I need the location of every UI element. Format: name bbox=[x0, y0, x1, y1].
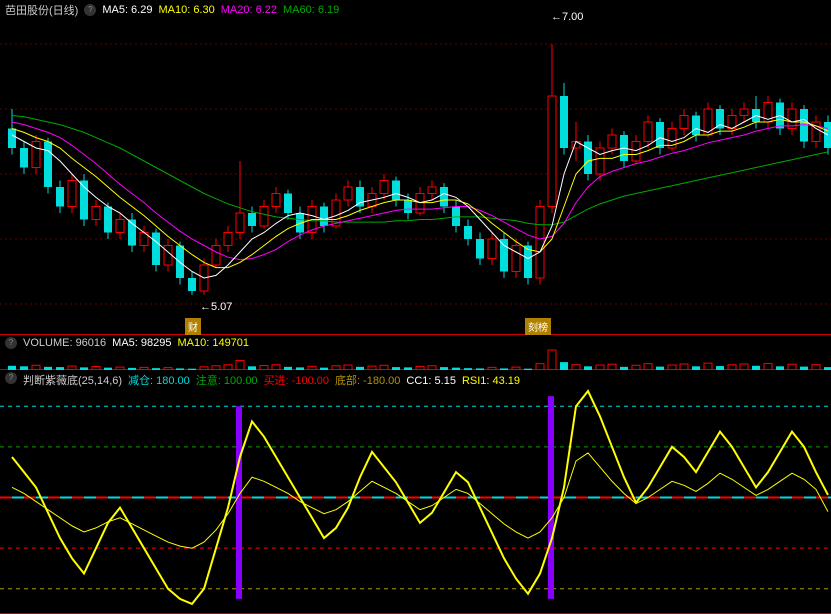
info-icon[interactable]: ? bbox=[5, 337, 17, 349]
info-icon[interactable]: ? bbox=[5, 372, 17, 384]
indicator-label: VOLUME: 96016 bbox=[23, 337, 106, 349]
volume-header: ? VOLUME: 96016 MA5: 98295 MA10: 149701 bbox=[5, 337, 255, 349]
stock-title: 芭田股份(日线) bbox=[5, 2, 78, 18]
indicator-header: ? 判断紫薇底(25,14,6) 减仓: 180.00 注意: 100.00 买进:… bbox=[5, 372, 526, 388]
indicator-label: MA10: 6.30 bbox=[158, 4, 214, 16]
indicator-label: MA5: 6.29 bbox=[102, 4, 152, 16]
indicator-label: CC1: 5.15 bbox=[406, 375, 456, 387]
indicator-panel[interactable]: ? 判断紫薇底(25,14,6) 减仓: 180.00 注意: 100.00 买进:… bbox=[0, 370, 831, 614]
volume-panel[interactable]: ? VOLUME: 96016 MA5: 98295 MA10: 149701 bbox=[0, 335, 831, 370]
indicator-title: 判断紫薇底(25,14,6) bbox=[23, 372, 122, 388]
indicator-label: 注意: 100.00 bbox=[196, 375, 258, 387]
svg-text:←7.00: ←7.00 bbox=[551, 11, 583, 23]
svg-text:←5.07: ←5.07 bbox=[200, 301, 232, 313]
candlestick-chart[interactable]: ←7.00 ←5.07 bbox=[0, 0, 831, 335]
main-header: 芭田股份(日线) ? MA5: 6.29 MA10: 6.30 MA20: 6.22… bbox=[5, 2, 345, 18]
indicator-label: MA20: 6.22 bbox=[221, 4, 277, 16]
indicator-label: 买进: -100.00 bbox=[264, 375, 329, 387]
annotation-tag: 财 bbox=[185, 318, 201, 335]
indicator-label: MA5: 98295 bbox=[112, 337, 171, 349]
oscillator-chart[interactable] bbox=[0, 370, 831, 614]
indicator-label: 减仓: 180.00 bbox=[128, 375, 190, 387]
indicator-label: RSI1: 43.19 bbox=[462, 375, 520, 387]
main-chart-panel[interactable]: 芭田股份(日线) ? MA5: 6.29 MA10: 6.30 MA20: 6.22… bbox=[0, 0, 831, 335]
info-icon[interactable]: ? bbox=[84, 4, 96, 16]
annotation-tag: 刻榜 bbox=[525, 318, 551, 335]
indicator-label: 底部: -180.00 bbox=[335, 375, 400, 387]
indicator-label: MA10: 149701 bbox=[177, 337, 249, 349]
indicator-label: MA60: 6.19 bbox=[283, 4, 339, 16]
